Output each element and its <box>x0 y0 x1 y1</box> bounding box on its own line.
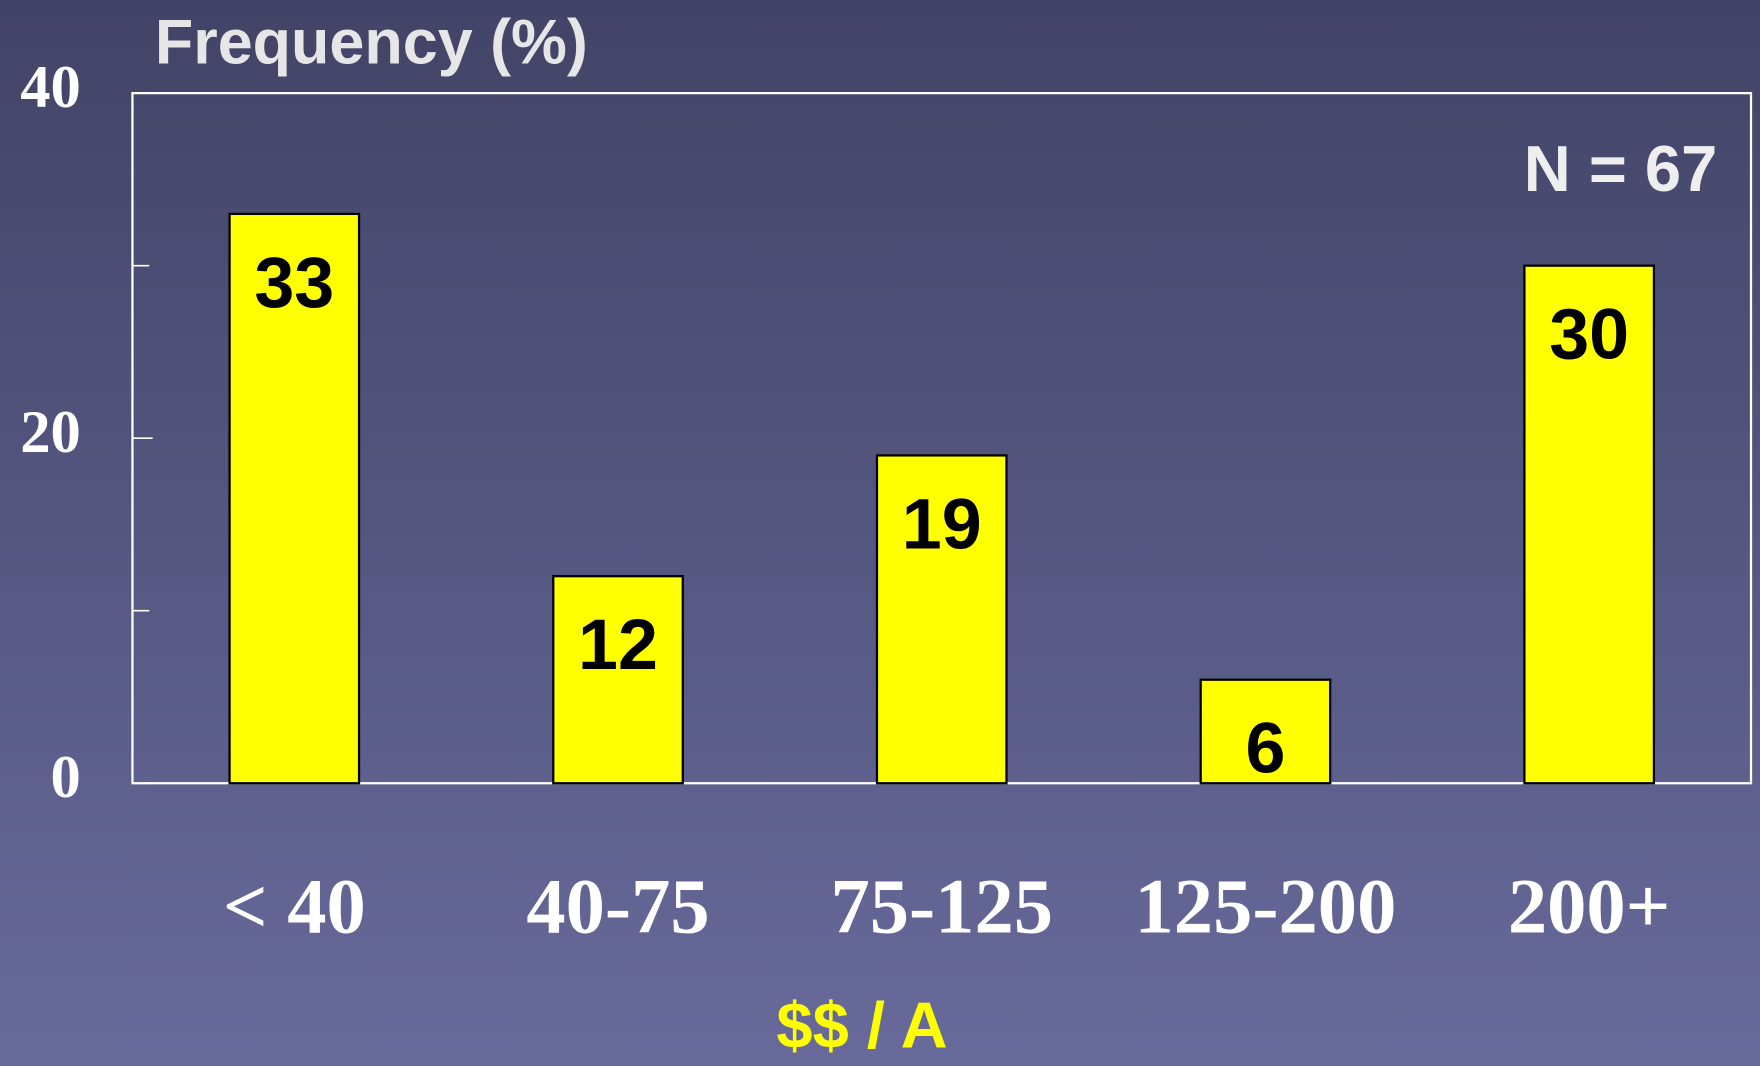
x-axis-label: $$ / A <box>776 988 947 1061</box>
bar <box>552 575 684 785</box>
x-tick-label: < 40 <box>223 863 366 950</box>
data-label: 12 <box>578 605 658 685</box>
data-label: 6 <box>1245 709 1285 789</box>
x-tick-label: 40-75 <box>526 863 709 950</box>
y-tick-label: 0 <box>51 744 81 811</box>
bar <box>875 454 1008 785</box>
data-label: 30 <box>1549 295 1629 375</box>
data-label: 19 <box>902 484 982 564</box>
bar <box>1199 678 1332 785</box>
x-tick-label: 200+ <box>1508 863 1671 950</box>
x-tick-label: 75-125 <box>830 863 1053 950</box>
chart-title: Frequency (%) <box>155 8 588 78</box>
bar <box>228 212 361 785</box>
bar <box>1523 264 1656 785</box>
y-tick-label: 20 <box>20 399 81 466</box>
x-tick-label: 125-200 <box>1135 863 1397 950</box>
annotation: N = 67 <box>1524 132 1718 205</box>
data-label: 33 <box>254 243 334 323</box>
y-tick-label: 40 <box>20 54 81 121</box>
